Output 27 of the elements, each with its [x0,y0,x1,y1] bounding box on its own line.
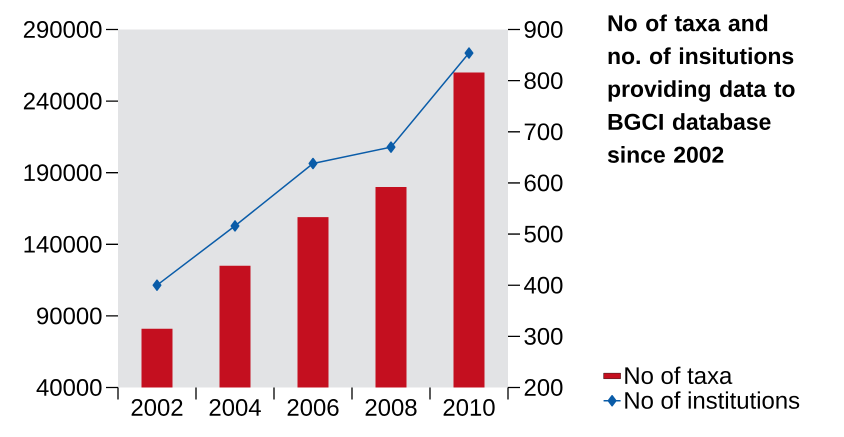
point [230,220,240,232]
y2-tick-label: 400 [524,276,562,294]
y-tick-label: 240000 [24,92,102,110]
point [308,158,318,170]
x-tick-label: 2008 [366,399,417,416]
text: No of taxa and no. of insitutions providing data to BGCI database since 2002 [608,14,795,163]
x-tick-label: 2004 [210,399,261,416]
point [386,141,396,153]
y2-tick-label: 500 [524,226,562,243]
legend-label: No of taxa [625,366,732,384]
x-tick-label: 2010 [444,399,495,416]
y2-tick-label: 700 [524,123,562,140]
y-tick-label: 290000 [24,21,102,38]
x-tick-label: 2006 [288,399,339,416]
y-tick-label: 140000 [24,236,102,253]
y2-tick-label: 200 [524,379,562,396]
point [152,279,162,291]
point [464,47,474,59]
y-tick-label: 40000 [36,379,102,396]
y2-tick-label: 900 [524,21,562,38]
y-tick-label: 190000 [24,164,102,182]
y2-tick-label: 800 [524,72,562,90]
legend-label: No of institutions [625,391,800,409]
y2-tick-label: 300 [524,328,562,345]
y-tick-label: 90000 [37,307,102,324]
x-tick-label: 2002 [132,399,182,416]
y2-tick-label: 600 [524,174,562,192]
